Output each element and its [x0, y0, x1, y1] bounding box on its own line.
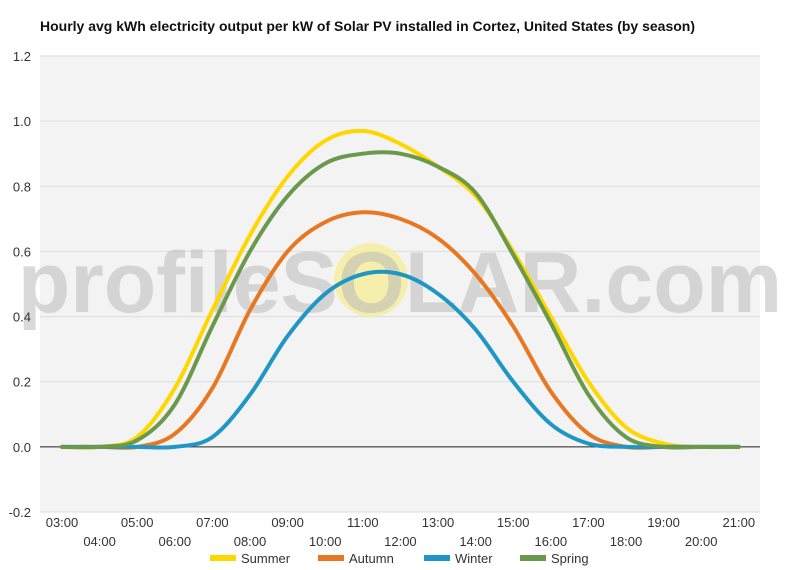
x-tick-label: 18:00 [610, 534, 643, 549]
x-tick-label: 09:00 [271, 515, 304, 530]
series-line-summer [60, 128, 741, 450]
x-tick-label: 19:00 [647, 515, 680, 530]
chart-title: Hourly avg kWh electricity output per kW… [40, 18, 696, 34]
x-tick-label: 11:00 [347, 515, 379, 530]
series-line-winter [60, 269, 741, 450]
legend-label-autumn: Autumn [349, 551, 394, 566]
y-tick-label: -0.2 [9, 505, 31, 520]
x-tick-label: 06:00 [159, 534, 192, 549]
x-tick-label: 03:00 [46, 515, 79, 530]
series-line-spring [60, 150, 741, 450]
x-tick-label: 15:00 [497, 515, 530, 530]
y-tick-label: 0.0 [13, 440, 31, 455]
y-tick-label: 1.0 [13, 114, 31, 129]
x-tick-label: 07:00 [196, 515, 229, 530]
legend-swatch-winter [424, 555, 450, 561]
y-tick-label: 0.2 [13, 375, 31, 390]
watermark-text: profileSOLAR.com [18, 235, 783, 331]
y-tick-label: 0.6 [13, 244, 31, 259]
watermark-sun-icon [334, 243, 408, 317]
legend: Summer Autumn Winter Spring [210, 551, 589, 566]
y-tick-label: 0.8 [13, 179, 31, 194]
x-tick-label: 21:00 [723, 515, 756, 530]
x-tick-label: 10:00 [309, 534, 342, 549]
grid-lines [40, 55, 760, 513]
legend-swatch-autumn [318, 555, 344, 561]
legend-label-summer: Summer [241, 551, 291, 566]
x-tick-label: 20:00 [685, 534, 718, 549]
y-tick-label: 1.2 [13, 49, 31, 64]
watermark: profileSOLAR.com [18, 235, 783, 331]
legend-swatch-spring [520, 555, 546, 561]
y-axis-ticks: -0.2 0.0 0.2 0.4 0.6 0.8 1.0 1.2 [9, 49, 31, 520]
x-tick-label: 13:00 [422, 515, 455, 530]
x-tick-label: 17:00 [572, 515, 605, 530]
x-tick-label: 04:00 [83, 534, 116, 549]
x-tick-label: 16:00 [535, 534, 568, 549]
series-lines [60, 128, 741, 450]
x-tick-label: 08:00 [234, 534, 267, 549]
y-tick-label: 0.4 [13, 310, 31, 325]
legend-swatch-summer [210, 555, 236, 561]
legend-label-winter: Winter [455, 551, 493, 566]
x-tick-label: 14:00 [459, 534, 492, 549]
x-tick-label: 05:00 [121, 515, 154, 530]
x-tick-label: 12:00 [384, 534, 417, 549]
legend-label-spring: Spring [551, 551, 589, 566]
x-axis-ticks: 03:00 04:00 05:00 06:00 07:00 08:00 09:00 10:00… [46, 515, 755, 549]
